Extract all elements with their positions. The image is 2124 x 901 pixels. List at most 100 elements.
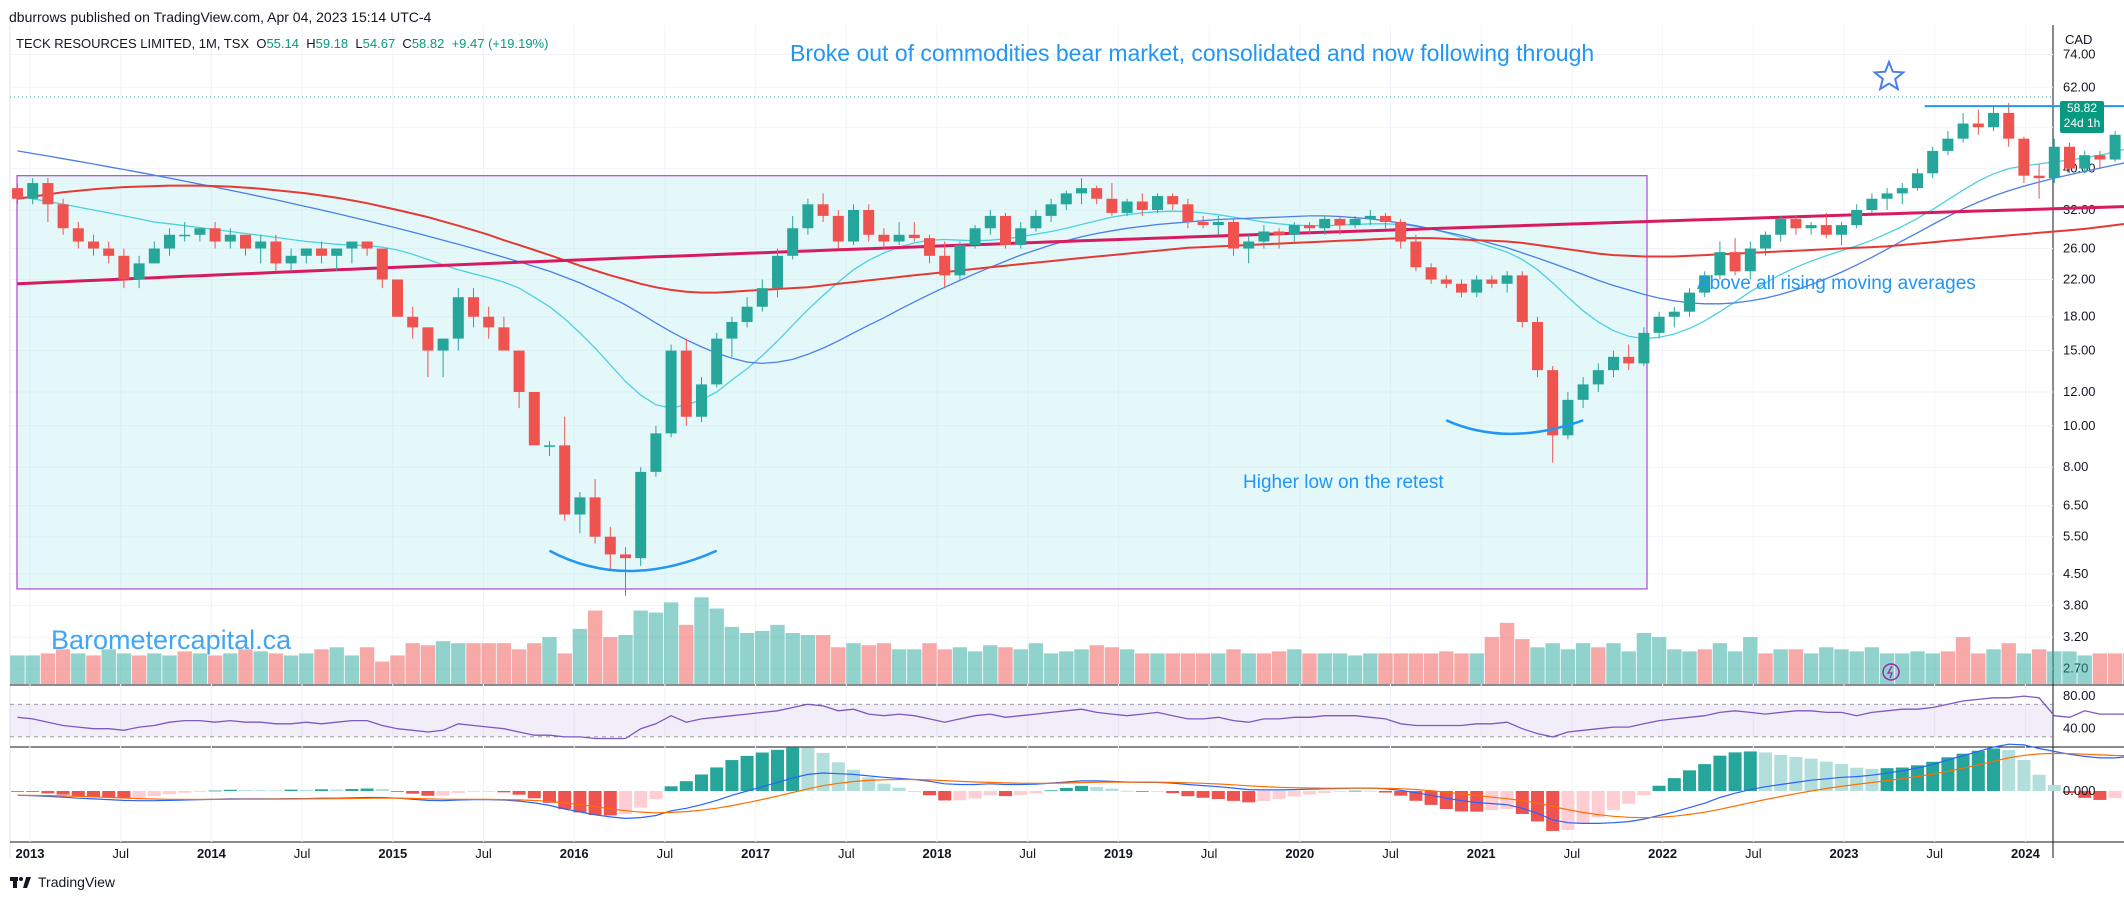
candle-body: [1820, 225, 1832, 235]
macd-histogram-bar: [1971, 750, 1985, 791]
macd-histogram-bar: [330, 789, 344, 791]
close-value: 58.82: [411, 36, 445, 51]
volume-bar: [1803, 653, 1819, 684]
candle-body: [878, 234, 890, 242]
candle-body: [498, 327, 510, 351]
macd-histogram-bar: [1181, 791, 1195, 797]
candle-body: [1547, 370, 1559, 436]
macd-histogram-bar: [1531, 791, 1544, 822]
volume-bar: [207, 655, 223, 684]
price-tick-label: 8.00: [2063, 459, 2088, 474]
volume-bar: [527, 643, 542, 684]
volume-bar: [1971, 653, 1986, 684]
macd-histogram-bar: [1926, 761, 1940, 791]
rsi-line: [17, 695, 2124, 740]
time-tick-label: 2013: [16, 846, 45, 861]
volume-bar: [1895, 653, 1910, 684]
volume-bar: [1454, 653, 1469, 684]
volume-bar: [1743, 637, 1758, 684]
candle-body: [1030, 215, 1042, 229]
candle-body: [604, 536, 616, 555]
volume-bar: [618, 635, 633, 684]
macd-histogram-bar: [816, 752, 830, 791]
volume-bar: [724, 626, 740, 684]
candle-body: [559, 445, 571, 515]
volume-bar: [238, 649, 253, 684]
candle-body: [27, 183, 39, 199]
candle-body: [1714, 252, 1726, 276]
candle-body: [756, 288, 768, 307]
volume-bar: [1925, 653, 1940, 684]
event-flash-bolt: [1886, 665, 1893, 679]
volume-bar: [1575, 643, 1591, 684]
candle-body: [513, 350, 525, 392]
volume-bar: [1560, 649, 1576, 684]
macd-histogram-bar: [391, 791, 404, 792]
volume-bar: [633, 610, 648, 684]
candle-body: [133, 263, 145, 280]
candle-body: [2003, 112, 2015, 139]
candle-body: [893, 234, 905, 242]
candle-body: [1288, 225, 1300, 235]
candle-body: [346, 241, 358, 249]
volume-bar: [983, 645, 998, 684]
candle-body: [164, 234, 175, 249]
volume-bar: [223, 653, 238, 684]
macd-histogram-bar: [543, 791, 556, 803]
macd-histogram-bar: [1683, 770, 1696, 791]
price-tick-label: 12.00: [2063, 384, 2096, 399]
volume-bar: [785, 633, 800, 684]
open-label: O: [256, 36, 267, 51]
macd-histogram-bar: [755, 752, 769, 791]
candle-body: [1060, 193, 1072, 205]
macd-histogram-bar: [1774, 754, 1788, 791]
volume-bar: [1484, 637, 1500, 684]
volume-bar: [648, 612, 664, 684]
candle-body: [1836, 225, 1847, 235]
macd-histogram-bar: [1196, 791, 1210, 798]
volume-bar: [1074, 649, 1089, 684]
macd-histogram-bar: [223, 789, 237, 791]
volume-bar: [1712, 643, 1728, 684]
volume-bar: [1256, 653, 1272, 684]
macd-histogram-bar: [2047, 784, 2061, 791]
candle-body: [1638, 332, 1650, 364]
macd-histogram-bar: [1485, 791, 1499, 811]
volume-bar: [1864, 647, 1880, 684]
time-tick-label: Jul: [1926, 846, 1943, 861]
macd-histogram-bar: [1470, 791, 1484, 812]
candle-body: [620, 554, 631, 559]
open-value: 55.14: [266, 36, 299, 51]
price-tick-label: 26.00: [2063, 241, 2096, 256]
macd-histogram-bar: [421, 791, 435, 796]
candle-body: [1364, 215, 1376, 219]
candle-body: [1076, 188, 1087, 194]
candle-body: [1228, 221, 1239, 249]
volume-bar: [1059, 651, 1074, 684]
volume-bar: [1150, 653, 1165, 684]
candle-body: [57, 204, 69, 229]
macd-histogram-bar: [1014, 791, 1028, 796]
volume-bar: [1165, 653, 1180, 684]
volume-bar: [147, 653, 162, 684]
volume-bar: [891, 649, 907, 684]
rsi-tick-label: 80.00: [2063, 688, 2096, 703]
macd-histogram-bar: [1865, 768, 1879, 791]
volume-bar: [709, 608, 724, 684]
candle-body: [1106, 198, 1118, 213]
candle-body: [1775, 218, 1787, 235]
volume-bar: [1347, 655, 1363, 684]
macd-histogram-bar: [147, 791, 161, 797]
volume-bar: [831, 647, 846, 684]
candle-body: [148, 248, 160, 264]
volume-bar: [1119, 649, 1135, 684]
macd-histogram-bar: [923, 791, 936, 796]
macd-histogram-bar: [1439, 791, 1453, 810]
volume-bar: [162, 655, 177, 684]
volume-bar: [1469, 653, 1484, 684]
time-tick-label: Jul: [1382, 846, 1399, 861]
volume-bar: [861, 645, 876, 684]
time-tick-label: Jul: [112, 846, 129, 861]
macd-histogram-bar: [1743, 751, 1757, 791]
